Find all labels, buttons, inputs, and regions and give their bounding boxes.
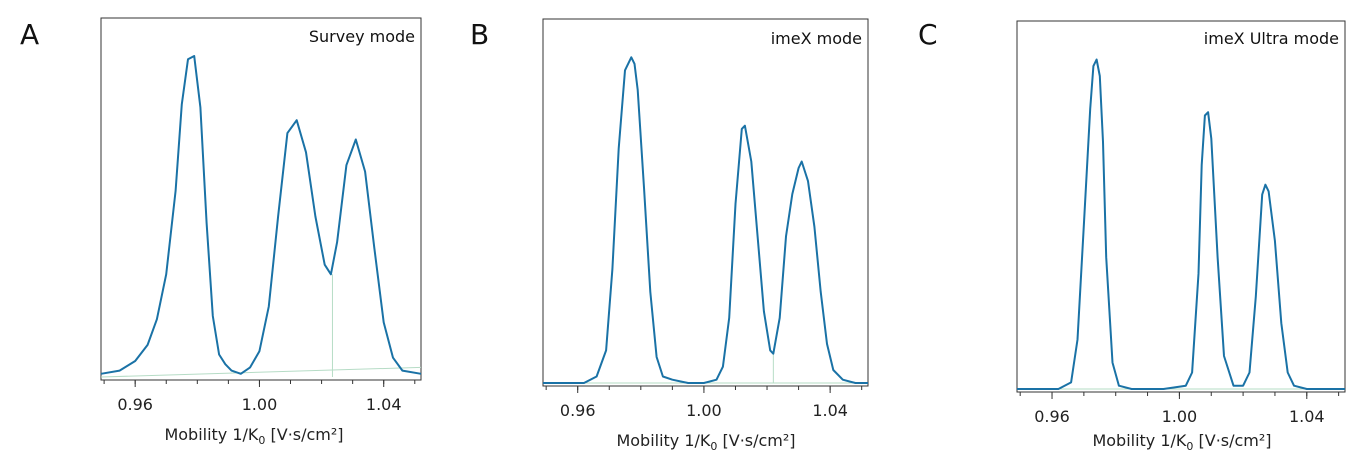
panel-b-x-ticks: 0.96 1.00 1.04 [545,386,863,420]
panel-a: A Survey mode 0.96 1.00 1.04 Mobility 1/K0… [20,17,422,447]
panel-a-xlabel-unit: [V·s/cm²] [265,425,343,444]
panel-b-x-tick-label: 1.04 [812,401,848,420]
panel-a-xlabel-subscript: 0 [258,434,265,447]
panel-a-x-tick-label: 1.00 [242,395,278,414]
panel-a-plot-frame [100,17,422,381]
panel-a-mode-label: Survey mode [309,27,415,46]
panel-a-baseline [100,366,422,378]
panel-c-x-tick-label: 1.00 [1162,407,1198,426]
panel-c-plot-frame [1016,20,1346,393]
panel-b: B imeX mode 0.96 1.00 1.04 Mobility 1/K0 [… [470,18,869,453]
panel-c-x-tick-label: 0.96 [1034,407,1070,426]
panel-b-x-tick-label: 0.96 [560,401,596,420]
panel-c-mode-label: imeX Ultra mode [1204,29,1339,48]
panel-b-x-axis-title: Mobility 1/K0 [V·s/cm²] [616,431,795,453]
panel-c-x-axis-title: Mobility 1/K0 [V·s/cm²] [1092,431,1271,453]
panel-b-mode-label: imeX mode [771,29,862,48]
panel-b-xlabel-subscript: 0 [710,440,717,453]
panel-c-xlabel-subscript: 0 [1186,440,1193,453]
panel-c-xlabel-unit: [V·s/cm²] [1193,431,1271,450]
panel-b-mobilogram-trace [543,56,868,384]
panel-a-xlabel-main: Mobility 1/K [164,425,258,444]
panel-a-x-axis-title: Mobility 1/K0 [V·s/cm²] [164,425,343,447]
panel-c-x-ticks: 0.96 1.00 1.04 [1019,392,1340,426]
panel-b-xlabel-unit: [V·s/cm²] [717,431,795,450]
panel-a-letter: A [20,18,39,51]
panel-b-xlabel-main: Mobility 1/K [616,431,710,450]
panel-a-mobilogram-trace [100,55,422,375]
panel-b-letter: B [470,18,489,51]
panel-c-x-tick-label: 1.04 [1289,407,1325,426]
panel-b-x-tick-label: 1.00 [686,401,722,420]
panel-a-x-tick-label: 1.04 [366,395,402,414]
panel-a-x-tick-label: 0.96 [117,395,153,414]
panel-c-mobilogram-trace [1017,58,1345,390]
panel-b-plot-frame [542,18,869,387]
panel-c-letter: C [918,18,938,51]
panel-c-xlabel-main: Mobility 1/K [1092,431,1186,450]
panel-c: C imeX Ultra mode 0.96 1.00 1.04 Mobility … [918,18,1346,453]
panel-a-x-ticks: 0.96 1.00 1.04 [103,380,416,414]
